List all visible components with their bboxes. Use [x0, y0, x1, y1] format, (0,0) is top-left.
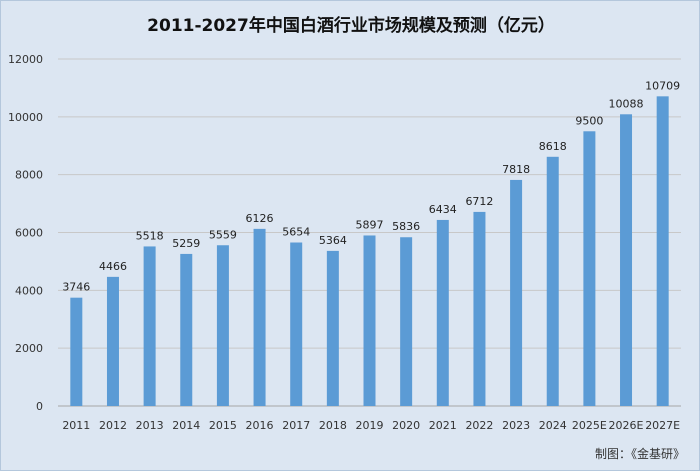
bar [436, 219, 449, 406]
data-label: 10088 [609, 97, 644, 110]
x-tick-label: 2015 [209, 419, 237, 432]
bar [583, 131, 596, 406]
data-label: 4466 [99, 260, 127, 273]
bar [180, 253, 193, 406]
x-tick-label: 2019 [356, 419, 384, 432]
y-tick-label: 4000 [15, 284, 43, 297]
x-tick-label: 2012 [99, 419, 127, 432]
source-note: 制图：《金基研》 [594, 447, 685, 461]
bar [290, 242, 303, 406]
x-tick-label: 2013 [136, 419, 164, 432]
data-label: 5259 [172, 237, 200, 250]
data-label: 7818 [502, 163, 530, 176]
y-tick-label: 10000 [8, 111, 43, 124]
bar [510, 179, 523, 406]
bar [363, 235, 376, 406]
bar [473, 211, 486, 406]
bar [620, 114, 633, 406]
y-tick-label: 2000 [15, 342, 43, 355]
x-tick-label: 2017 [282, 419, 310, 432]
bar [70, 297, 83, 406]
data-label: 6434 [429, 203, 457, 216]
y-tick-label: 8000 [15, 169, 43, 182]
bar [326, 250, 339, 406]
y-tick-label: 0 [36, 400, 43, 413]
x-tick-label: 2022 [465, 419, 493, 432]
data-label: 5897 [356, 218, 384, 231]
x-tick-label: 2023 [502, 419, 530, 432]
data-label: 3746 [62, 281, 90, 294]
x-tick-label: 2016 [246, 419, 274, 432]
x-tick-label: 2021 [429, 419, 457, 432]
x-tick-label: 2011 [62, 419, 90, 432]
data-label: 8618 [539, 140, 567, 153]
data-label: 6712 [465, 195, 493, 208]
bar [106, 276, 119, 406]
bar [253, 228, 266, 406]
bar [656, 96, 669, 406]
data-label: 6126 [246, 212, 274, 225]
x-tick-label: 2025E [572, 419, 607, 432]
chart-title: 2011-2027年中国白酒行业市场规模及预测（亿元） [147, 16, 555, 36]
data-label: 5836 [392, 220, 420, 233]
y-tick-label: 12000 [8, 53, 43, 66]
data-label: 5364 [319, 234, 347, 247]
x-tick-label: 2027E [645, 419, 680, 432]
data-label: 10709 [645, 79, 680, 92]
bar [546, 156, 559, 406]
x-tick-label: 2020 [392, 419, 420, 432]
x-tick-label: 2026E [609, 419, 644, 432]
x-tick-label: 2014 [172, 419, 200, 432]
x-tick-label: 2024 [539, 419, 567, 432]
y-tick-label: 6000 [15, 227, 43, 240]
data-label: 5559 [209, 228, 237, 241]
data-label: 5518 [136, 229, 164, 242]
bar [143, 246, 156, 406]
bar [400, 237, 413, 406]
data-label: 5654 [282, 226, 310, 239]
x-tick-label: 2018 [319, 419, 347, 432]
bar [216, 245, 229, 406]
data-label: 9500 [575, 114, 603, 127]
